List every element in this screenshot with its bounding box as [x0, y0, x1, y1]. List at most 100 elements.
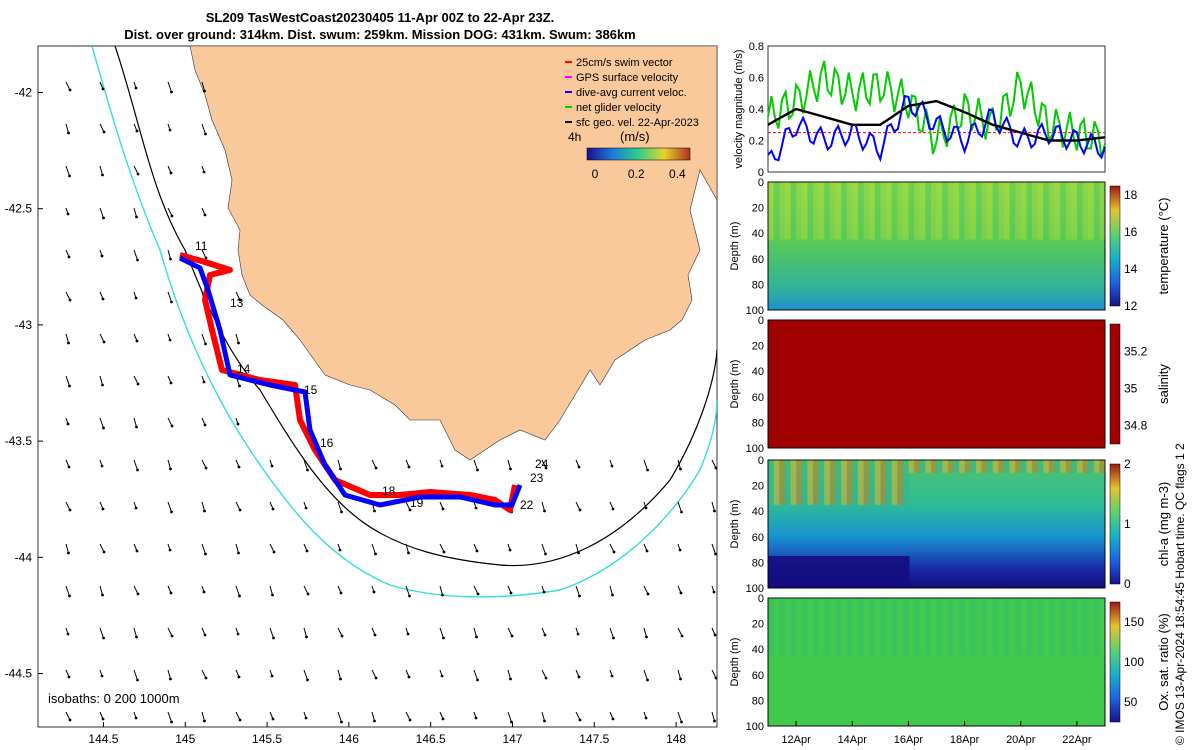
chla-heatmap-cell — [1088, 460, 1095, 473]
velocity-arrow — [99, 375, 103, 386]
velocity-arrow — [133, 627, 137, 638]
velocity-arrow — [99, 627, 104, 639]
salinity-depth-tick-label: 100 — [746, 443, 764, 455]
colorbar-unit: (m/s) — [620, 129, 650, 144]
velocity-arrow — [677, 711, 682, 723]
chla-heatmap-cell — [930, 460, 937, 473]
chla-heatmap-cell — [891, 460, 898, 505]
chla-depth-tick-label: 100 — [746, 583, 764, 595]
velocity-arrow — [99, 543, 105, 553]
velocity-arrow — [235, 543, 239, 554]
chla-heatmap-cell — [807, 460, 814, 505]
oxygen-heatmap-cell — [841, 598, 848, 656]
isobath-1000 — [91, 46, 717, 598]
velocity-arrow-head — [679, 677, 682, 681]
time-tick-label: 12Apr — [781, 734, 811, 746]
oxygen-heatmap-cell — [885, 598, 893, 656]
velocity-arrow-head — [238, 594, 241, 598]
temperature-heatmap-cell — [1054, 182, 1061, 240]
velocity-arrow-head — [577, 465, 581, 469]
chla-colorbar-tick-label: 1 — [1124, 517, 1131, 531]
velocity-arrow-head — [373, 719, 376, 723]
velocity-arrow — [201, 711, 205, 722]
velocity-arrow-head — [338, 548, 342, 552]
legend-label: dive-avg current veloc. — [576, 87, 687, 99]
time-tick-label: 20Apr — [1006, 734, 1036, 746]
velocity-arrow-head — [237, 551, 240, 555]
velocity-arrow-head — [474, 716, 478, 720]
chla-heatmap-cell — [975, 460, 982, 473]
oxygen-heatmap-cell — [874, 598, 881, 656]
oxygen-heatmap-cell — [801, 598, 808, 656]
temperature-heatmap-cell — [914, 182, 921, 240]
temperature-heatmap-cell — [1048, 182, 1055, 240]
chla-heatmap-cell — [852, 460, 859, 505]
velocity-arrow-head — [270, 464, 274, 468]
salinity-heatmap — [767, 319, 1106, 449]
temperature-heatmap-cell — [1031, 182, 1039, 240]
salinity-depth-tick-label: 40 — [752, 366, 764, 378]
velocity-arrow-head — [373, 633, 377, 637]
oxygen-heatmap-cell — [812, 598, 820, 656]
temperature-heatmap-cell — [863, 182, 870, 240]
colorbar-label-left: 4h — [568, 130, 581, 144]
chla-heatmap-cell — [987, 460, 994, 473]
oxygen-heatmap-cell — [930, 598, 937, 656]
velocity-arrow-head — [68, 384, 71, 388]
velocity-arrow — [65, 333, 69, 344]
oxygen-heatmap-cell — [824, 598, 831, 656]
velocity-arrow-head — [168, 338, 172, 342]
velocity-arrow-head — [407, 465, 411, 469]
oxygen-heatmap-cell — [975, 598, 982, 656]
chla-frame — [767, 459, 1106, 589]
oxygen-heatmap-cell — [846, 598, 853, 656]
velocity-arrow-head — [374, 552, 377, 556]
chla-heatmap-cell — [1065, 460, 1072, 473]
oxygen-heatmap-cell — [880, 598, 887, 656]
velocity-arrow — [575, 501, 581, 511]
velocity-arrow-head — [441, 507, 445, 511]
temperature-heatmap-cell — [829, 182, 836, 240]
chla-heatmap-cell — [1020, 460, 1027, 473]
velocity-arrow-head — [100, 464, 104, 468]
colorbar-tick-label: 0.2 — [628, 167, 645, 181]
oxygen-heatmap-cell — [1093, 598, 1100, 656]
day-label: 23 — [530, 471, 544, 485]
chla-heatmap-cell — [835, 460, 842, 505]
velocity-arrow-head — [305, 549, 309, 553]
velocity-arrow — [677, 459, 681, 470]
oxygen-heatmap-cell — [897, 598, 904, 656]
temperature-heatmap-cell — [930, 182, 937, 240]
velocity-arrow-head — [204, 342, 207, 346]
velocity-arrow-head — [544, 552, 547, 556]
velocity-arrow — [167, 711, 172, 723]
velocity-arrow — [575, 543, 579, 554]
velocity-arrow — [65, 585, 70, 597]
velocity-arrow — [473, 459, 478, 471]
velocity-series-dive-avg-current — [767, 94, 1106, 163]
oxygen-heatmap-cell — [807, 598, 814, 656]
velocity-arrow-head — [136, 592, 140, 596]
temperature-heatmap-cell — [987, 182, 994, 240]
chla-heatmap-cell — [947, 460, 954, 473]
temperature-heatmap-cell — [773, 182, 780, 240]
salinity-colorbar-label: salinity — [1156, 364, 1171, 404]
velocity-arrow-head — [135, 339, 139, 343]
velocity-arrow-head — [136, 172, 140, 176]
velocity-arrow-head — [442, 636, 445, 640]
velocity-arrow-head — [339, 677, 342, 681]
velocity-arrow-head — [169, 591, 173, 595]
velocity-arrow-head — [102, 426, 105, 430]
temperature-heatmap-cell — [947, 182, 954, 240]
velocity-arrow-head — [612, 550, 616, 554]
velocity-arrow-head — [475, 549, 479, 553]
velocity-arrow-head — [474, 506, 478, 510]
chla-heatmap-cell — [829, 460, 836, 505]
temperature-heatmap-cell — [807, 182, 814, 240]
temperature-heatmap-cell — [998, 182, 1005, 240]
velocity-frame — [767, 45, 1106, 173]
velocity-arrow — [269, 543, 275, 553]
velocity-arrow-head — [373, 509, 376, 513]
velocity-arrow-head — [204, 132, 207, 136]
legend-label: sfc geo. vel. 22-Apr-2023 — [576, 117, 699, 129]
